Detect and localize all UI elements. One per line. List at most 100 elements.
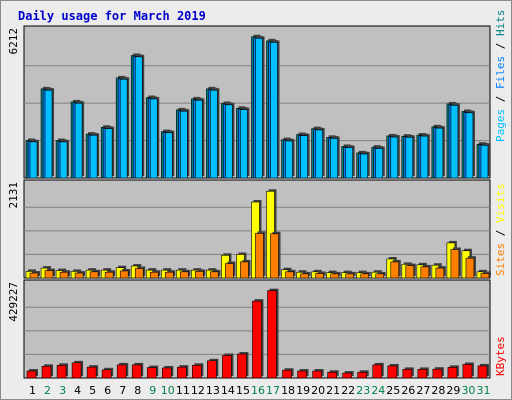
bar-pages	[345, 147, 353, 179]
x-tick-label: 19	[296, 384, 310, 397]
x-tick-label: 14	[221, 384, 235, 397]
x-tick-label: 30	[461, 384, 475, 397]
bar-sites	[465, 257, 475, 279]
bar-pages	[255, 38, 263, 179]
x-tick-label: 26	[401, 384, 415, 397]
bar-kbytes	[417, 369, 428, 379]
bar-sites	[375, 273, 385, 279]
bar-kbytes	[387, 365, 398, 379]
bar-pages	[360, 153, 369, 179]
x-tick-label: 22	[341, 384, 355, 397]
legend-separator: /	[494, 89, 507, 109]
legend-item: Hits	[494, 10, 507, 37]
y-max-label-2: 2131	[7, 182, 20, 209]
bar-pages	[375, 148, 384, 179]
bar-pages	[149, 98, 158, 179]
bar-kbytes	[447, 367, 458, 379]
legend-separator: /	[494, 36, 507, 56]
bar-kbytes	[86, 366, 97, 379]
bar-pages	[164, 132, 173, 179]
bar-kbytes	[56, 364, 67, 379]
bar-pages	[390, 136, 399, 179]
x-tick-label: 13	[206, 384, 220, 397]
x-tick-label: 15	[236, 384, 250, 397]
legend-separator: /	[494, 223, 507, 243]
bar-kbytes	[116, 364, 127, 379]
y-max-label-3: 429227	[7, 282, 20, 322]
bar-sites	[255, 233, 264, 279]
x-tick-label: 7	[119, 384, 126, 397]
bar-sites	[104, 271, 114, 279]
bar-pages	[29, 141, 38, 179]
bar-pages	[180, 110, 188, 179]
x-tick-label: 17	[266, 384, 280, 397]
bar-sites	[59, 271, 69, 279]
bar-sites	[390, 261, 400, 279]
legend-item: Sites	[494, 243, 507, 276]
bar-sites	[210, 271, 219, 279]
bar-pages	[89, 134, 98, 179]
bar-pages	[465, 112, 474, 179]
x-tick-label: 11	[176, 384, 190, 397]
bar-pages	[104, 128, 113, 179]
page-title: Daily usage for March 2019	[18, 9, 206, 23]
x-tick-label: 2	[44, 384, 51, 397]
legend-kbytes: KBytes	[494, 336, 507, 376]
bar-kbytes	[297, 370, 307, 379]
bar-kbytes	[252, 300, 262, 379]
bar-pages	[300, 135, 308, 179]
bar-pages	[330, 138, 338, 179]
bar-sites	[480, 273, 490, 279]
bar-sites	[134, 268, 144, 279]
bar-sites	[225, 263, 234, 279]
bar-sites	[89, 271, 99, 279]
bar-kbytes	[462, 364, 473, 379]
x-tick-label: 25	[386, 384, 400, 397]
bar-kbytes	[161, 367, 172, 379]
x-tick-label: 23	[356, 384, 370, 397]
legend-sites-visits: Sites / Visits	[494, 183, 507, 276]
bar-pages	[240, 109, 248, 179]
bar-kbytes	[146, 367, 157, 379]
bar-kbytes	[372, 364, 383, 379]
x-tick-label: 4	[74, 384, 81, 397]
bar-pages	[210, 89, 218, 179]
bar-kbytes	[101, 369, 112, 379]
bar-sites	[450, 249, 460, 279]
bar-sites	[420, 266, 430, 279]
bar-kbytes	[237, 353, 247, 379]
bar-kbytes	[192, 364, 202, 379]
bar-pages	[315, 129, 323, 179]
bar-sites	[300, 273, 309, 279]
bar-kbytes	[312, 370, 322, 379]
x-tick-label: 18	[281, 384, 295, 397]
bar-kbytes	[71, 362, 82, 379]
bar-sites	[240, 261, 249, 279]
x-tick-label: 29	[446, 384, 460, 397]
bar-pages	[74, 102, 83, 179]
x-tick-label: 6	[104, 384, 111, 397]
bar-pages	[285, 140, 293, 179]
x-tick-label: 12	[191, 384, 205, 397]
bar-kbytes	[432, 368, 443, 379]
bar-kbytes	[477, 365, 488, 379]
bar-pages	[119, 78, 128, 179]
bar-pages	[480, 145, 489, 179]
bar-kbytes	[267, 290, 277, 379]
bar-kbytes	[342, 372, 352, 379]
bar-pages	[195, 99, 203, 179]
legend-item: Pages	[494, 109, 507, 142]
bar-kbytes	[207, 360, 217, 379]
bar-kbytes	[357, 371, 368, 379]
bar-sites	[149, 271, 159, 279]
bar-kbytes	[402, 369, 413, 379]
bar-sites	[360, 273, 370, 279]
bar-sites	[180, 271, 189, 279]
bar-kbytes	[26, 370, 37, 379]
bar-pages	[44, 89, 53, 179]
bar-kbytes	[177, 366, 187, 379]
x-tick-label: 21	[326, 384, 340, 397]
bar-sites	[315, 273, 324, 279]
bar-pages	[420, 135, 429, 179]
